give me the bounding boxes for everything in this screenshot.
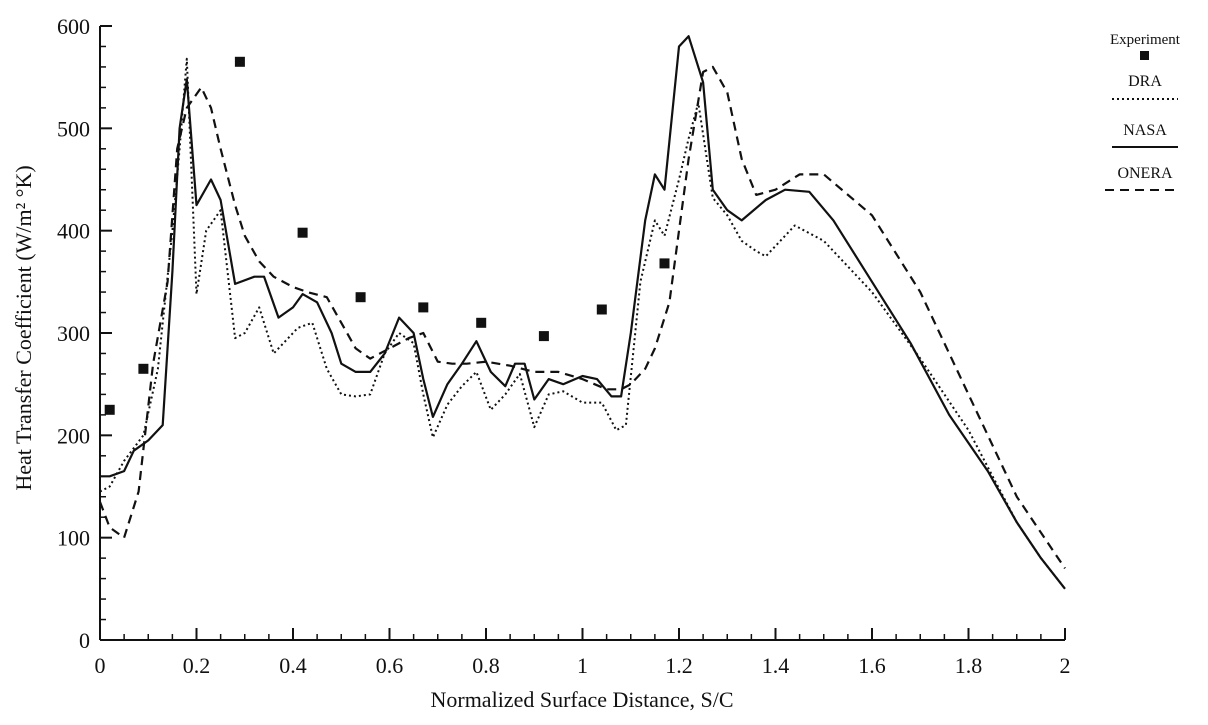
y-tick-label: 500 bbox=[57, 116, 90, 141]
experiment-point bbox=[138, 363, 149, 374]
legend: Experiment DRA NASA ONERA bbox=[1105, 32, 1181, 191]
y-ticks: 0 100 200 300 400 500 600 bbox=[57, 14, 112, 653]
experiment-points bbox=[104, 56, 670, 415]
y-axis-title: Heat Transfer Coefficient (W/m² °K) bbox=[11, 165, 36, 490]
experiment-point bbox=[418, 302, 429, 313]
x-tick-label: 1.2 bbox=[665, 653, 693, 678]
experiment-point bbox=[104, 404, 115, 415]
x-tick-label: 1.6 bbox=[858, 653, 886, 678]
legend-dra-label: DRA bbox=[1128, 73, 1162, 90]
experiment-point bbox=[538, 331, 549, 342]
plot-area: 0 100 200 300 400 500 600 0 0.2 0.4 0.6 0.8 1 1.2 1.4… bbox=[57, 14, 1071, 678]
x-tick-label: 1 bbox=[577, 653, 588, 678]
x-tick-label: 0.4 bbox=[279, 653, 307, 678]
x-tick-label: 2 bbox=[1060, 653, 1071, 678]
series-line-onera bbox=[98, 65, 1066, 570]
y-tick-label: 300 bbox=[57, 321, 90, 346]
x-axis-title: Normalized Surface Distance, S/C bbox=[430, 687, 733, 712]
experiment-point bbox=[234, 56, 245, 67]
y-tick-label: 400 bbox=[57, 219, 90, 244]
experiment-point bbox=[659, 258, 670, 269]
y-tick-label: 200 bbox=[57, 423, 90, 448]
x-ticks: 0 0.2 0.4 0.6 0.8 1 1.2 1.4 1.6 1.8 2 bbox=[95, 628, 1071, 678]
x-tick-label: 0.2 bbox=[183, 653, 211, 678]
x-tick-label: 1.4 bbox=[762, 653, 790, 678]
series-line-dra bbox=[99, 57, 1066, 590]
series-line-nasa bbox=[100, 35, 1066, 590]
legend-nasa-label: NASA bbox=[1123, 122, 1167, 139]
x-tick-label: 0 bbox=[95, 653, 106, 678]
y-tick-label: 0 bbox=[79, 628, 90, 653]
experiment-point bbox=[476, 317, 487, 328]
experiment-point bbox=[297, 227, 308, 238]
y-tick-label: 600 bbox=[57, 14, 90, 39]
legend-experiment-marker bbox=[1140, 51, 1149, 60]
legend-experiment-label: Experiment bbox=[1110, 32, 1181, 48]
legend-onera-label: ONERA bbox=[1117, 165, 1173, 182]
series-layer bbox=[98, 35, 1066, 590]
y-tick-label: 100 bbox=[57, 526, 90, 551]
x-tick-label: 0.6 bbox=[376, 653, 404, 678]
experiment-point bbox=[355, 292, 366, 303]
experiment-point bbox=[596, 304, 607, 315]
x-tick-label: 0.8 bbox=[472, 653, 500, 678]
x-tick-label: 1.8 bbox=[955, 653, 983, 678]
